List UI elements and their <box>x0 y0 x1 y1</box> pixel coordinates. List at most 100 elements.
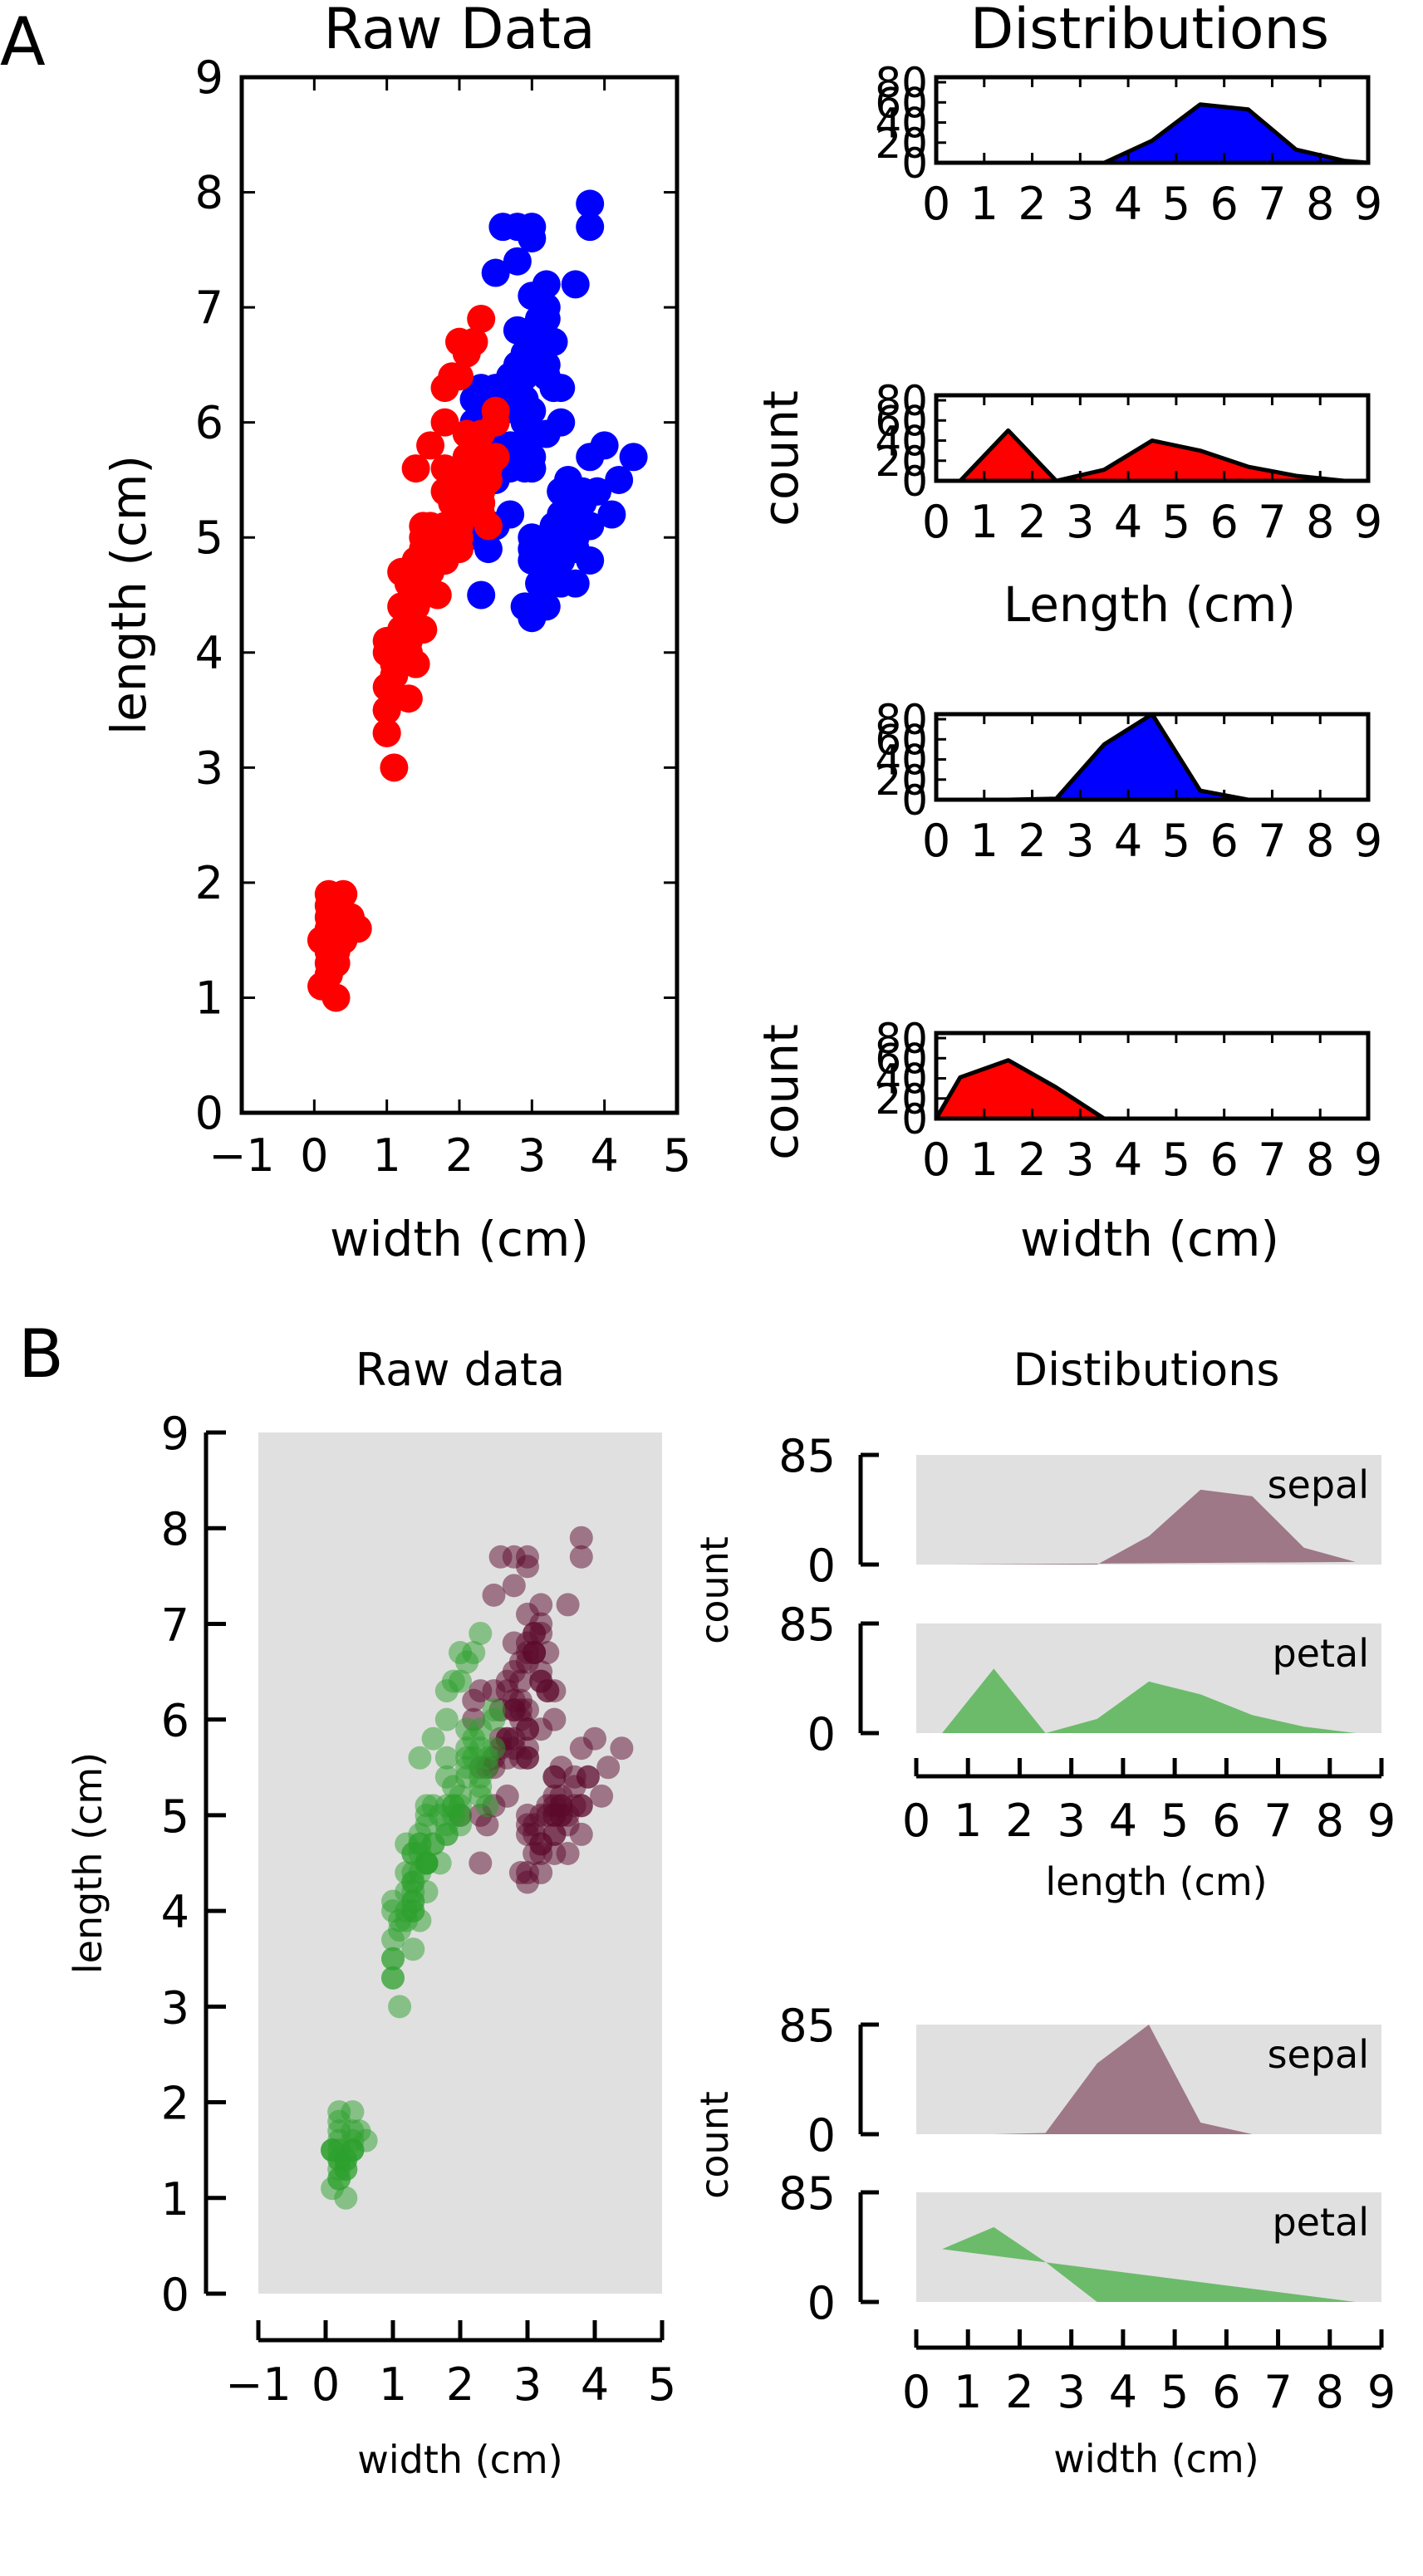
x-tick-label: 6 <box>1210 1134 1238 1186</box>
x-tick-label: 0 <box>922 178 950 230</box>
scatter-point <box>467 419 496 448</box>
x-tick-label: 9 <box>1354 815 1382 867</box>
scatter-point <box>516 1545 539 1569</box>
scatter-point <box>449 1669 472 1693</box>
y-axis-label: count <box>753 1024 809 1160</box>
scatter-point <box>401 1937 425 1961</box>
y-tick-label: 9 <box>195 51 223 104</box>
chart-title: Raw Data <box>323 0 595 62</box>
x-axis-label: length (cm) <box>1045 1859 1267 1904</box>
scatter-point <box>401 454 430 483</box>
scatter-point <box>481 443 510 472</box>
x-tick-label: 4 <box>590 1129 618 1182</box>
subplot-frame <box>934 1031 1371 1121</box>
area-series <box>942 2025 1356 2134</box>
scatter-point <box>481 258 510 287</box>
x-tick-label: −1 <box>209 1129 275 1182</box>
scatter-point <box>434 1746 459 1770</box>
scatter-point <box>401 1889 425 1913</box>
scatter-point <box>529 1841 553 1865</box>
scatter-point <box>556 1593 580 1617</box>
scatter-point <box>610 1736 634 1761</box>
x-tick-label: 9 <box>1354 178 1382 230</box>
x-tick-label: 1 <box>372 1129 400 1182</box>
scatter-point <box>523 1822 547 1846</box>
scatter-point <box>576 512 605 541</box>
scatter-point <box>568 488 597 517</box>
scatter-point <box>423 580 452 610</box>
y-tick-label: 20 <box>875 438 928 486</box>
scatter-point <box>619 443 648 472</box>
x-tick-label: 7 <box>1258 496 1286 548</box>
scatter-point <box>547 408 576 437</box>
chart-title: Distributions <box>970 0 1329 62</box>
x-tick-label: 7 <box>1258 1134 1286 1186</box>
x-tick-label: 0 <box>300 1129 328 1182</box>
y-tick-label: 85 <box>778 1430 836 1482</box>
x-tick-label: 3 <box>1066 178 1094 230</box>
panel-letter-a: A <box>0 3 46 81</box>
y-tick-label: 6 <box>161 1695 189 1747</box>
scatter-point <box>430 546 459 575</box>
y-tick-label: 85 <box>778 2167 836 2220</box>
scatter-point <box>518 396 547 425</box>
x-tick-label: 5 <box>1162 815 1190 867</box>
x-tick-label: 4 <box>581 2358 609 2411</box>
x-tick-label: 6 <box>1212 2366 1240 2418</box>
x-tick-label: 8 <box>1306 496 1334 548</box>
y-axis-label: count <box>692 1536 737 1644</box>
scatter-point <box>467 477 496 506</box>
series-label: petal <box>1272 2200 1369 2245</box>
scatter-point <box>590 1784 614 1808</box>
x-tick-label: 2 <box>1005 1795 1033 1847</box>
scatter-point <box>605 465 634 494</box>
scatter-point <box>529 1593 553 1617</box>
scatter-point <box>401 1870 425 1894</box>
scatter-point <box>469 1851 493 1875</box>
area-series <box>942 2226 1356 2302</box>
x-tick-label: 3 <box>1057 2366 1085 2418</box>
y-tick-label: 0 <box>901 1095 928 1144</box>
y-tick-label: 0 <box>807 2277 836 2329</box>
x-tick-label: 0 <box>922 1134 950 1186</box>
scatter-point <box>334 2186 358 2210</box>
x-tick-label: 0 <box>902 2366 930 2418</box>
scatter-point <box>525 546 554 575</box>
x-tick-label: 3 <box>518 1129 546 1182</box>
scatter-point <box>467 304 496 333</box>
scatter-point <box>421 1726 445 1751</box>
scatter-point <box>516 1717 539 1741</box>
scatter-point <box>388 1995 412 2019</box>
y-axis-label: count <box>753 390 809 526</box>
x-tick-label: 5 <box>1162 1134 1190 1186</box>
x-tick-label: 3 <box>1066 815 1094 867</box>
y-tick-label: 4 <box>161 1886 189 1938</box>
scatter-point <box>408 1841 432 1865</box>
y-axis-label: count <box>692 2091 737 2199</box>
subplot-frame <box>934 75 1371 165</box>
x-tick-label: 5 <box>663 1129 691 1182</box>
scatter-point <box>482 1736 506 1761</box>
scatter-point <box>409 512 438 541</box>
x-tick-label: 4 <box>1109 2366 1137 2418</box>
scatter-point <box>532 592 561 621</box>
y-tick-label: 0 <box>807 1708 836 1761</box>
scatter-point <box>597 500 626 529</box>
y-tick-label: 2 <box>195 857 223 909</box>
y-tick-label: 0 <box>807 1540 836 1592</box>
area-series <box>934 428 1371 483</box>
scatter-point <box>321 2138 345 2162</box>
scatter-point <box>434 1707 459 1731</box>
area-series <box>934 1058 1371 1121</box>
y-tick-label: 60 <box>875 397 928 445</box>
scatter-point <box>380 753 409 782</box>
scatter-point <box>562 1775 586 1799</box>
x-tick-label: 6 <box>1210 178 1238 230</box>
scatter-point <box>394 626 423 655</box>
y-tick-label: 9 <box>161 1408 189 1460</box>
scatter-point <box>430 408 459 437</box>
x-tick-label: 8 <box>1306 815 1334 867</box>
x-tick-label: 7 <box>1264 1795 1292 1847</box>
x-tick-label: 1 <box>954 1795 982 1847</box>
